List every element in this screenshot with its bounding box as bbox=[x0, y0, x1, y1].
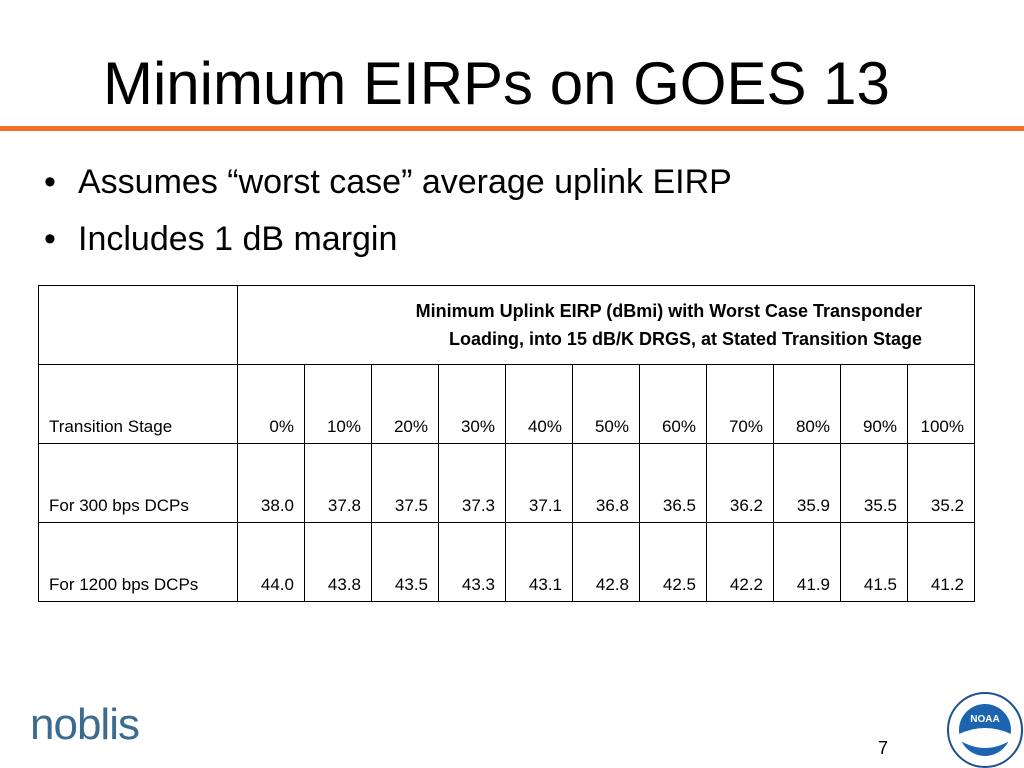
table-cell: 37.1 bbox=[505, 443, 573, 523]
caption-cell: Minimum Uplink EIRP (dBmi) with Worst Ca… bbox=[237, 285, 975, 365]
table-cell: 44.0 bbox=[237, 522, 305, 602]
table-cell: 60% bbox=[639, 364, 707, 444]
table-cell: 41.2 bbox=[907, 522, 975, 602]
caption-line: Loading, into 15 dB/K DRGS, at Stated Tr… bbox=[448, 329, 922, 349]
table-cell: 37.5 bbox=[371, 443, 439, 523]
table-cell: 38.0 bbox=[237, 443, 305, 523]
page-number: 7 bbox=[878, 738, 889, 758]
table-cell: 43.8 bbox=[304, 522, 372, 602]
table-cell: 37.8 bbox=[304, 443, 372, 523]
table-cell: 36.2 bbox=[706, 443, 774, 523]
table-cell: 42.5 bbox=[639, 522, 707, 602]
table-row: For 1200 bps DCPs 44.0 43.8 43.5 43.3 43.1 42.… bbox=[38, 522, 975, 602]
table-cell: 43.1 bbox=[505, 522, 573, 602]
caption-row: Minimum Uplink EIRP (dBmi) with Worst Ca… bbox=[38, 285, 975, 365]
data-table: Minimum Uplink EIRP (dBmi) with Worst Ca… bbox=[38, 285, 975, 602]
caption-line: Minimum Uplink EIRP (dBmi) with Worst Ca… bbox=[415, 301, 922, 321]
table-cell: 35.2 bbox=[907, 443, 975, 523]
table-cell: 35.9 bbox=[773, 443, 841, 523]
table-cell: 42.2 bbox=[706, 522, 774, 602]
bullet: Includes 1 dB margin bbox=[0, 219, 732, 259]
table-cell: 30% bbox=[438, 364, 506, 444]
table-cell: 20% bbox=[371, 364, 439, 444]
empty-cell bbox=[38, 285, 238, 365]
table-cell: For 1200 bps DCPs bbox=[38, 522, 238, 602]
table-row: Transition Stage 0% 10% 20% 30% 40% 50% 60% 70% 8… bbox=[38, 364, 975, 444]
table-cell: 37.3 bbox=[438, 443, 506, 523]
table-cell: 0% bbox=[237, 364, 305, 444]
noblis-logo: noblis bbox=[30, 700, 140, 749]
table-cell: 41.9 bbox=[773, 522, 841, 602]
table-cell: 90% bbox=[840, 364, 908, 444]
table-cell: 100% bbox=[907, 364, 975, 444]
table-cell: 50% bbox=[572, 364, 640, 444]
table-row: For 300 bps DCPs 38.0 37.8 37.5 37.3 37.1 36.8… bbox=[38, 443, 975, 523]
table-cell: 70% bbox=[706, 364, 774, 444]
table-cell: 36.8 bbox=[572, 443, 640, 523]
seal-text: NOAA bbox=[970, 714, 999, 725]
bullet: Assumes “worst case” average uplink EIRP bbox=[0, 162, 732, 202]
table-cell: 10% bbox=[304, 364, 372, 444]
table-cell: 80% bbox=[773, 364, 841, 444]
table-cell: 40% bbox=[505, 364, 573, 444]
table-cell: 42.8 bbox=[572, 522, 640, 602]
noaa-seal: NOAA bbox=[947, 692, 1023, 768]
table-cell: Transition Stage bbox=[38, 364, 238, 444]
table-cell: 35.5 bbox=[840, 443, 908, 523]
bullet-list: Assumes “worst case” average uplink EIRP… bbox=[0, 162, 732, 276]
title-rule bbox=[0, 126, 1024, 131]
table-cell: 43.3 bbox=[438, 522, 506, 602]
table-cell: 36.5 bbox=[639, 443, 707, 523]
slide-title: Minimum EIRPs on GOES 13 bbox=[103, 50, 890, 117]
table-cell: 41.5 bbox=[840, 522, 908, 602]
table-cell: For 300 bps DCPs bbox=[38, 443, 238, 523]
table-cell: 43.5 bbox=[371, 522, 439, 602]
seal-gull bbox=[959, 728, 1011, 748]
